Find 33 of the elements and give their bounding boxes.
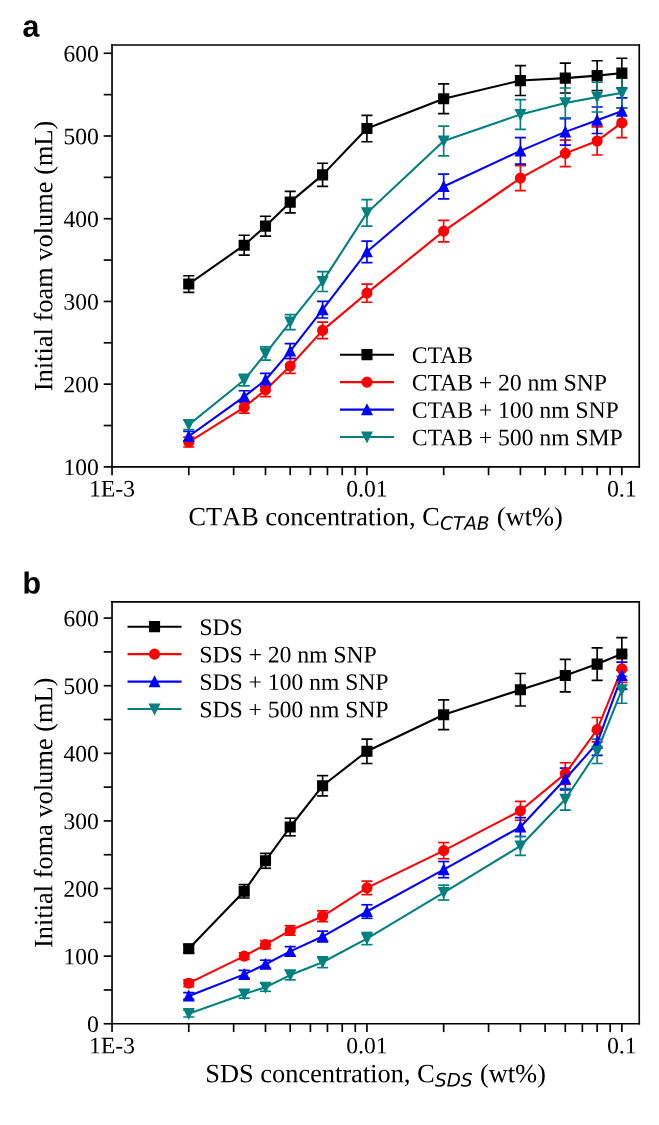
y-tick-label: 200 [64, 376, 98, 393]
y-tick-label: 600 [64, 610, 98, 627]
legend-label: CTAB + 500 nm SMP [412, 429, 622, 446]
legend-label: SDS + 100 nm SNP [200, 674, 388, 691]
legend-label: CTAB + 100 nm SNP [412, 402, 618, 419]
y-tick-label: 400 [63, 211, 98, 228]
legend-label: SDS + 20 nm SNP [200, 646, 376, 663]
legend-label: SDS [200, 619, 242, 636]
y-tick-label: 300 [64, 293, 98, 310]
legend-label: CTAB + 20 nm SNP [412, 374, 607, 391]
y-tick-label: 500 [64, 128, 98, 145]
y-tick-label: 500 [64, 678, 98, 695]
chart-title: b [24, 571, 40, 594]
x-axis-title: CTAB concentration, C$_{CTAB}$ (wt%) [189, 507, 562, 531]
chart-title: a [23, 20, 40, 37]
legend-label: SDS + 500 nm SNP [200, 701, 388, 718]
x-tick-label: 1E-3 [91, 480, 135, 497]
x-axis-title: SDS concentration, C$_{SDS}$ (wt%) [207, 1063, 545, 1088]
x-tick-label: 0.1 [607, 1037, 636, 1054]
y-tick-label: 200 [64, 881, 98, 897]
x-tick-label: 0.01 [347, 1037, 387, 1054]
x-tick-label: 0.01 [347, 480, 387, 497]
y-tick-label: 100 [65, 948, 98, 965]
x-tick-label: 0.1 [607, 480, 636, 497]
y-tick-label: 600 [64, 45, 98, 62]
y-axis-title: Initial foma volume (mL) [33, 678, 58, 948]
y-tick-label: 100 [65, 459, 98, 476]
y-tick-label: 300 [64, 813, 98, 830]
legend-label: CTAB [412, 347, 472, 364]
y-tick-label: 0 [87, 1016, 98, 1033]
x-tick-label: 1E-3 [91, 1037, 135, 1054]
y-axis-title: Initial foam volume (mL) [33, 121, 58, 391]
y-tick-label: 400 [63, 745, 98, 762]
